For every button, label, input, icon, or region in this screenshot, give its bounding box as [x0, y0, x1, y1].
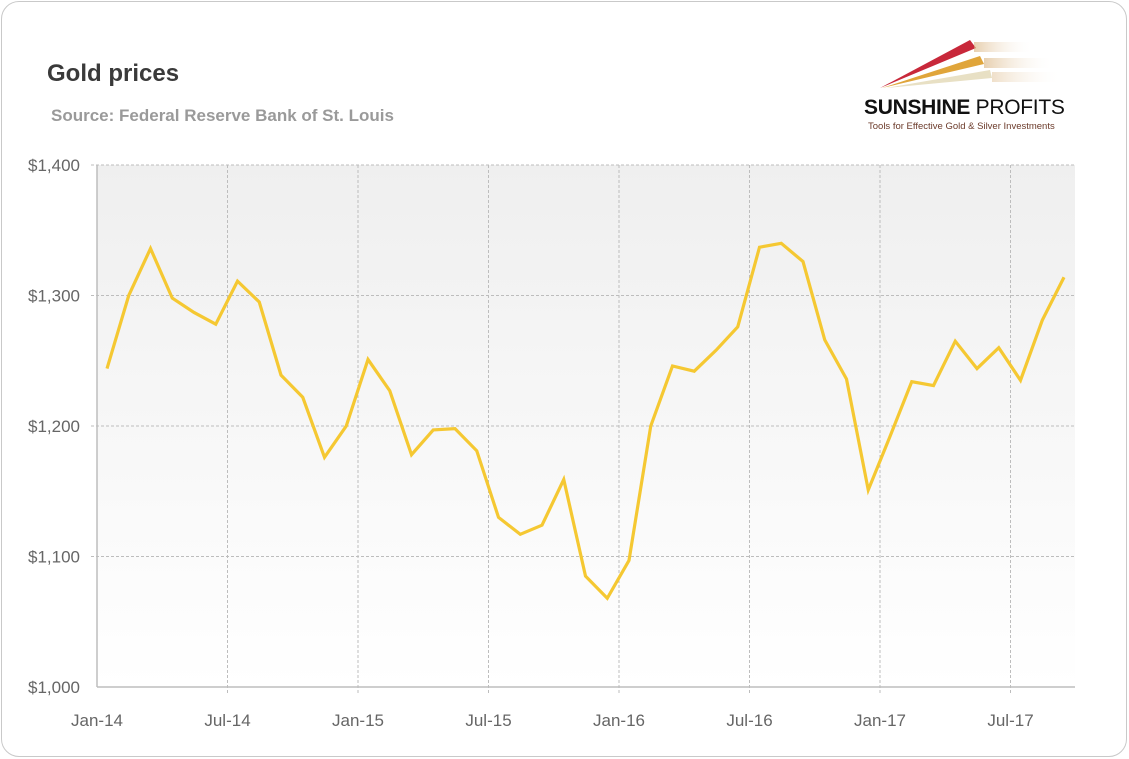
chart-title: Gold prices: [47, 60, 180, 87]
x-tick-label: Jul-14: [204, 711, 250, 730]
x-tick-label: Jan-17: [854, 711, 906, 730]
y-tick-label: $1,100: [28, 548, 80, 567]
x-tick-label: Jul-17: [987, 711, 1033, 730]
y-tick-label: $1,000: [28, 678, 80, 697]
sunshine-profits-logo: SUNSHINE PROFITS Tools for Effective Gol…: [852, 36, 1082, 151]
y-tick-label: $1,300: [28, 287, 80, 306]
logo-name: SUNSHINE PROFITS: [864, 96, 1065, 119]
x-tick-label: Jul-15: [465, 711, 511, 730]
chart-subtitle: Source: Federal Reserve Bank of St. Loui…: [51, 106, 394, 125]
x-tick-label: Jan-14: [71, 711, 123, 730]
logo-tagline: Tools for Effective Gold & Silver Invest…: [868, 121, 1055, 132]
y-tick-label: $1,200: [28, 417, 80, 436]
x-tick-label: Jan-15: [332, 711, 384, 730]
x-tick-label: Jan-16: [593, 711, 645, 730]
logo-rays-icon: [880, 40, 1062, 88]
y-tick-label: $1,400: [28, 156, 80, 175]
x-tick-label: Jul-16: [726, 711, 772, 730]
